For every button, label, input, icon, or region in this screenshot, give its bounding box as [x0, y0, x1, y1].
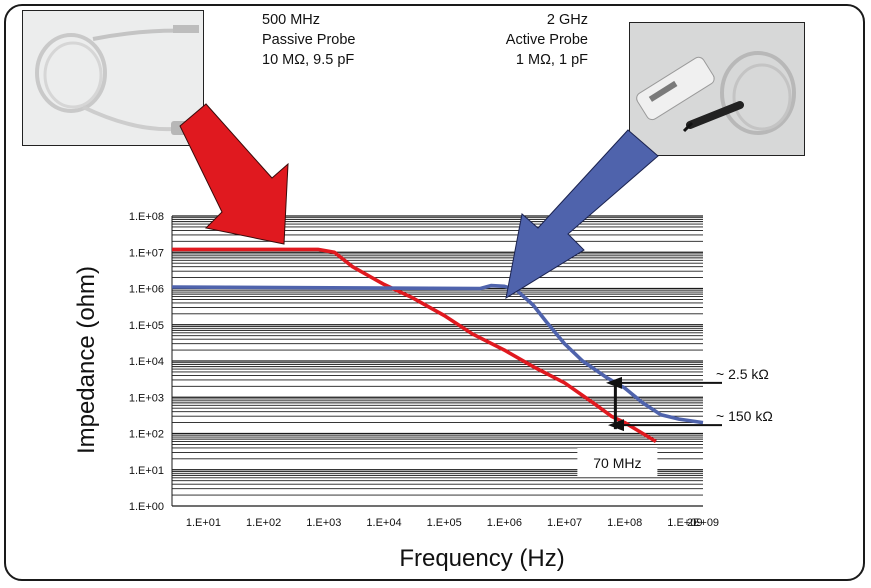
x-tick-label: 1.E+05	[427, 517, 462, 529]
mhz-70-label-box	[577, 448, 658, 476]
passive-probe-photo	[22, 10, 204, 146]
chart-annotations: ~ 2.5 kΩ ~ 150 kΩ 70 MHz	[577, 366, 773, 476]
x-tick-label: 2E+09	[687, 517, 719, 529]
x-tick-label: 1.E+04	[366, 517, 401, 529]
x-tick-label: 1.E+06	[487, 517, 522, 529]
passive-probe-bandwidth: 500 MHz	[262, 12, 321, 28]
y-axis-label: Impedance (ohm)	[73, 266, 100, 454]
kohm-150-label: ~ 150 kΩ	[716, 408, 773, 424]
active-probe-pointer-arrow	[505, 129, 659, 300]
y-tick-label: 1.E+01	[129, 465, 164, 477]
y-tick-label: 1.E+00	[129, 501, 164, 513]
active-probe-icon	[630, 23, 804, 155]
active-probe-bandwidth: 2 GHz	[546, 12, 588, 28]
y-tick-label: 1.E+06	[129, 284, 164, 296]
passive-probe-type: Passive Probe	[262, 32, 356, 48]
y-tick-label: 1.E+07	[129, 247, 164, 259]
x-axis-label: Frequency (Hz)	[399, 545, 564, 572]
active-probe-label: 2 GHz Active Probe 1 MΩ, 1 pF	[440, 10, 588, 70]
x-tick-label: 1.E+09	[667, 517, 702, 529]
y-tick-label: 1.E+08	[129, 211, 164, 223]
probe-pointer-arrows	[179, 103, 659, 300]
y-tick-label: 1.E+03	[129, 392, 164, 404]
y-tick-label: 1.E+02	[129, 429, 164, 441]
mhz-70-label: 70 MHz	[593, 455, 641, 471]
x-tick-labels: 1.E+01 1.E+02 1.E+03 1.E+04 1.E+05 1.E+06 1.E+…	[186, 517, 719, 529]
chart-series	[171, 247, 704, 444]
x-tick-label: 1.E+03	[306, 517, 341, 529]
x-tick-label: 1.E+08	[607, 517, 642, 529]
kohm-2-5-label: ~ 2.5 kΩ	[716, 366, 769, 382]
x-tick-label: 1.E+07	[547, 517, 582, 529]
x-tick-label: 1.E+01	[186, 517, 221, 529]
passive-probe-specs: 10 MΩ, 9.5 pF	[262, 52, 355, 68]
x-tick-label: 1.E+02	[246, 517, 281, 529]
passive-probe-impedance-line	[172, 247, 657, 444]
y-tick-labels: 1.E+00 1.E+01 1.E+02 1.E+03 1.E+04 1.E+05 1.E+…	[129, 211, 164, 513]
active-probe-specs: 1 MΩ, 1 pF	[515, 52, 588, 68]
y-tick-label: 1.E+04	[129, 356, 164, 368]
active-probe-type: Active Probe	[505, 32, 588, 48]
active-probe-impedance-line	[171, 283, 704, 425]
active-probe-photo	[629, 22, 805, 156]
passive-probe-label: 500 MHz Passive Probe 10 MΩ, 9.5 pF	[262, 10, 356, 70]
y-tick-label: 1.E+05	[129, 320, 164, 332]
figure-frame	[4, 4, 865, 581]
passive-probe-pointer-arrow	[179, 103, 289, 245]
